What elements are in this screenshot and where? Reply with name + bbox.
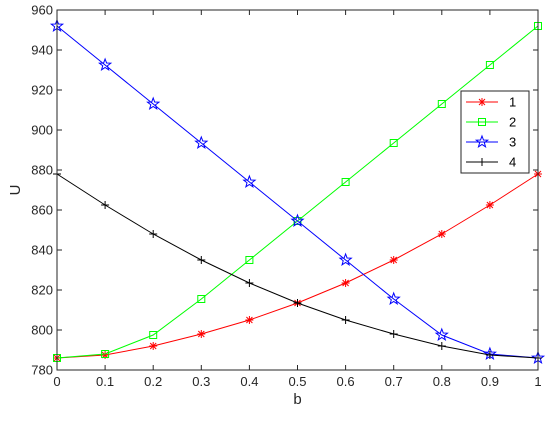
data-point-4-1 <box>101 201 110 209</box>
data-point-1-7 <box>389 256 398 264</box>
x-tick-label: 0.5 <box>288 374 306 389</box>
axes-layer: 0 0.1 0.2 0.3 0.4 0.5 0.6 0.7 0.8 0.9 1 780 800 820 84… <box>31 3 541 390</box>
legend-item-3: 3 <box>466 135 516 150</box>
data-point-4-4 <box>245 279 254 287</box>
data-point-1-4 <box>245 316 254 324</box>
data-point-4-5 <box>293 299 302 307</box>
data-point-4-8 <box>437 342 446 350</box>
data-point-3-3 <box>194 135 209 150</box>
data-point-4-9 <box>485 351 494 359</box>
legend-label-1: 1 <box>509 95 516 110</box>
legend-label-2: 2 <box>509 115 516 130</box>
data-point-3-6 <box>338 252 353 267</box>
y-tick-label: 860 <box>31 203 53 218</box>
x-tick-label: 0 <box>53 374 60 389</box>
series-line-3 <box>56 25 539 359</box>
data-point-1-3 <box>197 330 206 338</box>
x-tick-label: 1 <box>534 374 541 389</box>
legend-item-1: 1 <box>466 95 516 110</box>
data-point-4-7 <box>389 330 398 338</box>
data-point-2-7 <box>389 139 398 147</box>
data-point-3-4 <box>242 174 257 189</box>
data-point-1-1 <box>101 351 110 359</box>
data-point-4-3 <box>197 256 206 264</box>
series-3 <box>49 18 546 365</box>
legend-marker-3 <box>474 134 490 149</box>
legend-marker-1 <box>478 98 486 106</box>
data-point-1-9 <box>485 201 494 209</box>
y-tick-label: 940 <box>31 43 53 58</box>
data-point-3-2 <box>146 96 161 111</box>
legend-box <box>460 90 530 174</box>
y-tick-label: 800 <box>31 323 53 338</box>
data-point-1-2 <box>149 342 158 350</box>
data-point-1-8 <box>437 230 446 238</box>
x-tick-label: 0.4 <box>240 374 258 389</box>
y-tick-label: 960 <box>31 3 53 18</box>
y-tick-label: 900 <box>31 123 53 138</box>
data-point-3-7 <box>386 291 401 306</box>
x-tick-label: 0.1 <box>96 374 114 389</box>
legend: 1 2 3 4 <box>460 90 530 174</box>
data-point-2-6 <box>341 178 350 186</box>
data-point-3-1 <box>98 57 113 72</box>
x-tick-label: 0.8 <box>433 374 451 389</box>
data-point-2-4 <box>245 256 254 264</box>
y-axis-label: U <box>7 185 24 196</box>
y-tick-label: 880 <box>31 163 53 178</box>
y-tick-label: 780 <box>31 363 53 378</box>
data-point-2-3 <box>197 295 206 303</box>
data-point-3-5 <box>290 213 305 228</box>
data-point-1-6 <box>341 279 350 287</box>
data-point-3-8 <box>434 327 449 342</box>
data-point-2-9 <box>485 61 494 69</box>
x-tick-label: 0.6 <box>337 374 355 389</box>
plot-area <box>57 10 538 370</box>
x-tick-label: 0.2 <box>144 374 162 389</box>
legend-label-3: 3 <box>509 135 516 150</box>
legend-label-4: 4 <box>509 155 516 170</box>
legend-marker-2 <box>478 118 486 126</box>
x-axis-label: b <box>293 391 301 408</box>
y-tick-label: 820 <box>31 283 53 298</box>
y-tick-label: 920 <box>31 83 53 98</box>
legend-marker-4 <box>478 158 486 166</box>
series-layer <box>49 18 546 365</box>
legend-item-4: 4 <box>466 155 516 170</box>
data-point-4-6 <box>341 316 350 324</box>
y-tick-label: 840 <box>31 243 53 258</box>
x-tick-label: 0.9 <box>481 374 499 389</box>
x-tick-label: 0.3 <box>192 374 210 389</box>
data-point-4-2 <box>149 230 158 238</box>
legend-item-2: 2 <box>466 115 516 130</box>
data-point-2-8 <box>437 100 446 108</box>
x-tick-label: 0.7 <box>385 374 403 389</box>
data-point-2-1 <box>101 350 110 358</box>
data-point-2-2 <box>149 331 158 339</box>
